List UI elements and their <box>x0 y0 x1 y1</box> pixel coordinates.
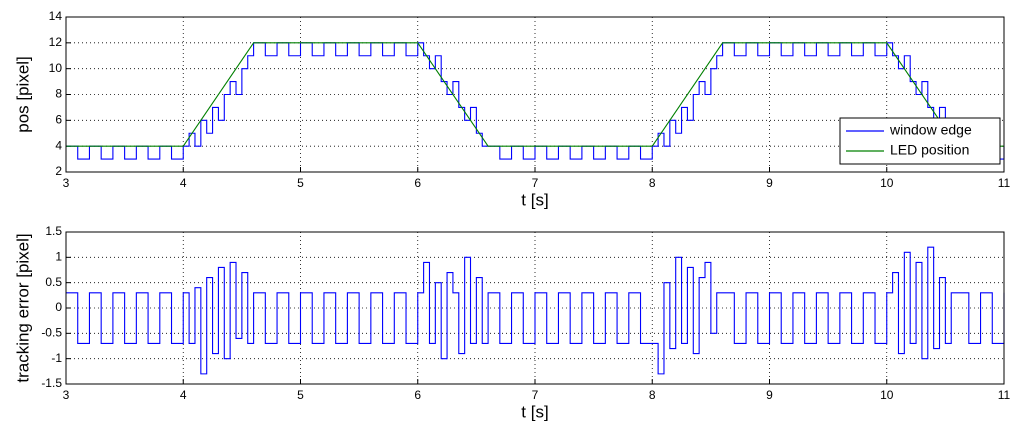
axes-box <box>65 16 1005 173</box>
x-tick-label: 7 <box>532 176 539 190</box>
y-tick-label: 0.5 <box>45 275 62 289</box>
y-tick-label: 1.5 <box>45 224 62 238</box>
x-tick-label: 3 <box>63 176 70 190</box>
y-tick-label: 6 <box>55 113 62 127</box>
x-tick-label: 6 <box>414 388 421 402</box>
y-tick-label: 2 <box>55 164 62 178</box>
y-tick-label: -1 <box>51 351 62 365</box>
y-tick-label: 1 <box>55 250 62 264</box>
x-tick-label: 8 <box>649 176 656 190</box>
x-tick-label: 8 <box>649 388 656 402</box>
x-axis-label: t [s] <box>521 402 548 421</box>
data-line <box>66 246 1005 375</box>
x-tick-label: 9 <box>766 388 773 402</box>
y-axis-label: pos [pixel] <box>13 56 32 133</box>
y-tick-label: 4 <box>55 138 62 152</box>
legend-box <box>839 117 1001 165</box>
y-tick-label: -1.5 <box>41 376 62 390</box>
x-tick-label: 4 <box>180 176 187 190</box>
y-tick-label: 12 <box>49 35 63 49</box>
axes-box <box>65 231 1005 385</box>
x-tick-label: 9 <box>766 176 773 190</box>
x-tick-label: 5 <box>297 176 304 190</box>
y-tick-label: 10 <box>49 61 63 75</box>
legend-label: LED position <box>890 142 969 158</box>
x-axis-label: t [s] <box>521 190 548 209</box>
x-tick-label: 4 <box>180 388 187 402</box>
y-tick-label: 8 <box>55 87 62 101</box>
y-axis-label: tracking error [pixel] <box>13 233 32 382</box>
x-tick-label: 10 <box>880 388 894 402</box>
data-line <box>66 42 1004 147</box>
x-tick-label: 7 <box>532 388 539 402</box>
x-tick-label: 11 <box>998 388 1011 402</box>
x-tick-label: 6 <box>414 176 421 190</box>
x-tick-label: 5 <box>297 388 304 402</box>
x-tick-label: 10 <box>880 176 894 190</box>
x-tick-label: 3 <box>63 388 70 402</box>
y-tick-label: 0 <box>55 300 62 314</box>
legend-label: window edge <box>889 122 972 138</box>
y-tick-label: -0.5 <box>41 326 62 340</box>
x-tick-label: 11 <box>998 176 1011 190</box>
y-tick-label: 14 <box>49 9 63 23</box>
